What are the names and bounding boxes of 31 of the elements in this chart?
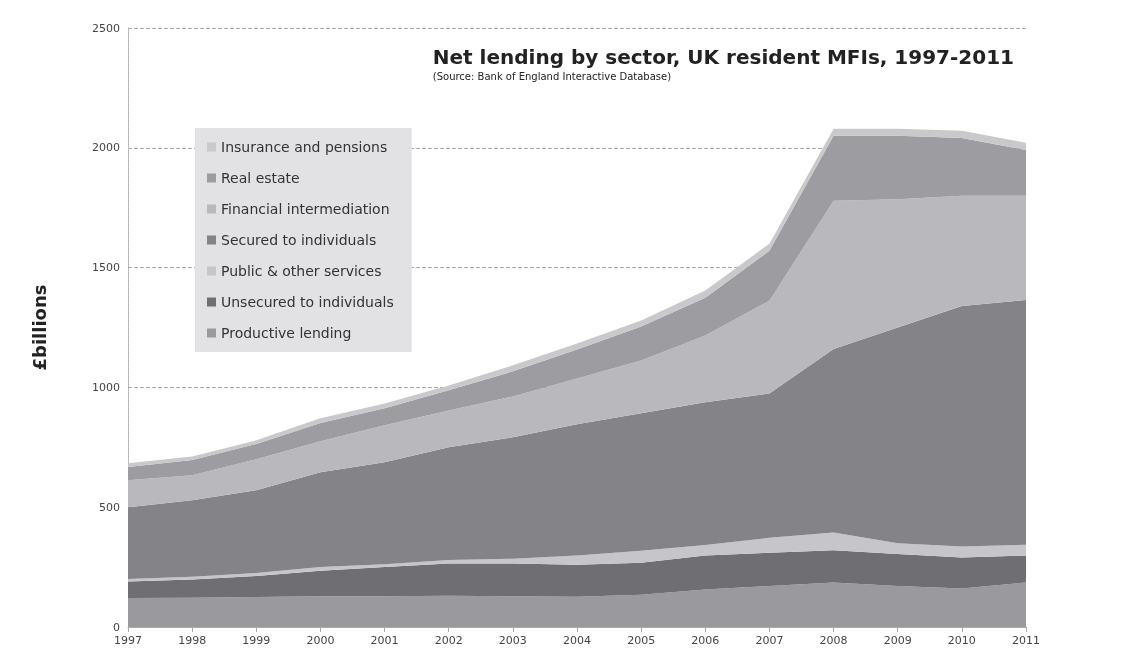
- x-tick-label: 2005: [627, 634, 656, 647]
- legend-label: Real estate: [221, 170, 300, 186]
- y-tick-label: 0: [113, 620, 120, 634]
- y-axis-title: £billions: [28, 284, 50, 371]
- x-tick-label: 1999: [242, 634, 271, 647]
- legend-label: Secured to individuals: [221, 232, 377, 248]
- legend-label: Productive lending: [221, 325, 352, 341]
- x-tick-label: 1997: [114, 634, 142, 647]
- x-tick-label: 2010: [947, 634, 976, 647]
- x-tick-label: 2004: [563, 634, 591, 647]
- legend-label: Unsecured to individuals: [221, 294, 394, 310]
- y-tick-label: 2000: [92, 141, 120, 155]
- text: Net lending by sector, UK resident MFIs, 1997-2011: [432, 45, 1014, 69]
- x-tick-label: 2008: [819, 634, 848, 647]
- x-tick-label: 2009: [883, 634, 912, 647]
- y-tick-label: 1000: [92, 380, 120, 394]
- x-tick-label: 2007: [755, 634, 784, 647]
- x-tick-label: 1998: [178, 634, 207, 647]
- legend-label: Financial intermediation: [221, 201, 390, 217]
- x-tick-label: 2011: [1012, 634, 1040, 647]
- legend-label: Insurance and pensions: [221, 139, 388, 155]
- x-tick-label: 2000: [306, 634, 335, 647]
- x-tick-label: 2001: [370, 634, 399, 647]
- y-tick-label: 1500: [92, 261, 120, 275]
- x-tick-label: 2003: [498, 634, 527, 647]
- text: (Source: Bank of England Interactive Database): [432, 70, 672, 82]
- legend-label: Public & other services: [221, 263, 382, 279]
- y-tick-label: 500: [99, 500, 120, 514]
- y-tick-label: 2500: [92, 21, 120, 35]
- x-tick-label: 2002: [434, 634, 463, 647]
- x-tick-label: 2006: [691, 634, 720, 647]
